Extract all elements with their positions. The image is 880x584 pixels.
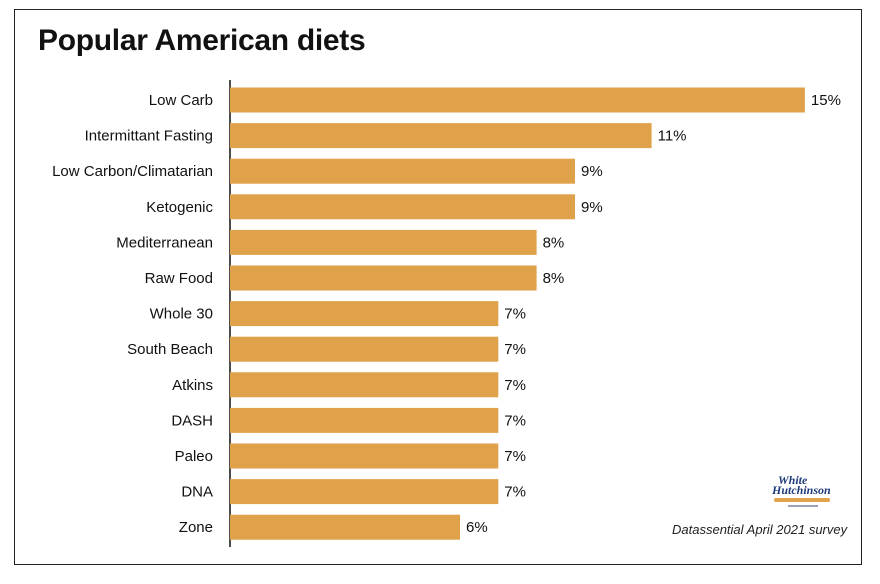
logo-line-1: White — [778, 473, 808, 487]
bar — [230, 123, 652, 149]
value-label: 7% — [504, 412, 526, 429]
category-label: Low Carb — [149, 92, 213, 109]
category-label: Paleo — [175, 448, 213, 465]
category-label: Ketogenic — [146, 199, 213, 216]
bar — [230, 479, 499, 505]
value-label: 7% — [504, 306, 526, 323]
bar — [230, 229, 537, 255]
category-label: DNA — [181, 484, 213, 501]
category-label: DASH — [171, 412, 213, 429]
white-hutchinson-logo: White Hutchinson — [770, 472, 838, 514]
value-label: 9% — [581, 163, 603, 180]
value-label: 8% — [543, 270, 565, 287]
value-label: 7% — [504, 377, 526, 394]
category-label: Raw Food — [145, 270, 213, 287]
bar — [230, 194, 575, 220]
bar — [230, 265, 537, 291]
logo-swoosh — [774, 498, 830, 502]
value-label: 7% — [504, 341, 526, 358]
category-label: Mediterranean — [116, 234, 213, 251]
bar — [230, 301, 499, 327]
value-label: 6% — [466, 519, 488, 536]
category-label: Whole 30 — [150, 306, 213, 323]
value-label: 9% — [581, 199, 603, 216]
category-label: Intermittant Fasting — [85, 128, 213, 145]
chart-title: Popular American diets — [38, 24, 366, 57]
bar — [230, 372, 499, 398]
value-label: 15% — [811, 92, 841, 109]
bar — [230, 514, 460, 540]
bar — [230, 407, 499, 433]
bar — [230, 443, 499, 469]
logo-fine-print — [788, 505, 818, 507]
logo-line-2: Hutchinson — [772, 483, 831, 497]
category-label: South Beach — [127, 341, 213, 358]
category-label: Zone — [179, 519, 213, 536]
category-label: Low Carbon/Climatarian — [52, 163, 213, 180]
value-label: 11% — [658, 128, 687, 145]
bar — [230, 158, 575, 184]
category-label: Atkins — [172, 377, 213, 394]
source-note: Datassential April 2021 survey — [672, 522, 848, 537]
value-label: 7% — [504, 484, 526, 501]
value-label: 8% — [543, 234, 565, 251]
value-label: 7% — [504, 448, 526, 465]
bar — [230, 336, 499, 362]
bar — [230, 87, 805, 113]
